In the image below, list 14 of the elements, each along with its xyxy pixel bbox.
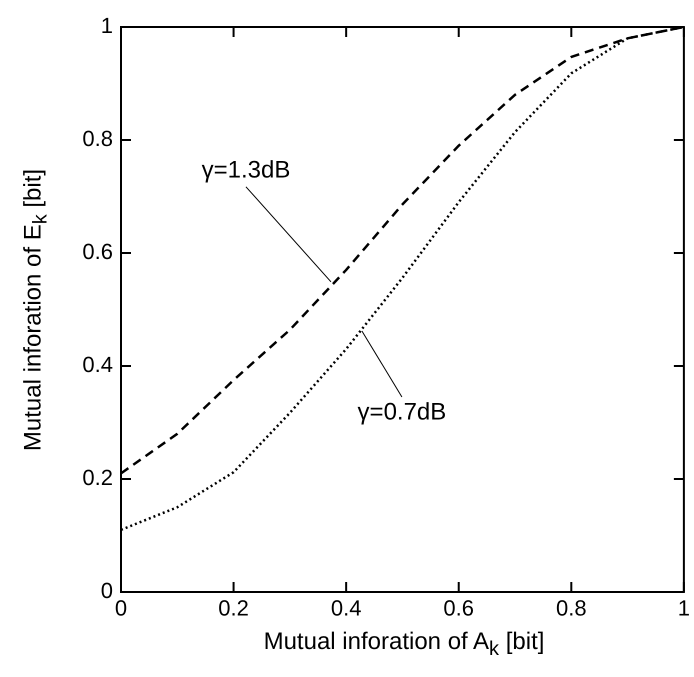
y-tick-label: 0.8 xyxy=(82,126,113,152)
y-tick-label: 0.6 xyxy=(82,239,113,264)
y-tick-label: 1 xyxy=(100,13,113,38)
x-axis-title: Mutual inforation of A$_{k}$ [bit] xyxy=(264,628,544,661)
y-tick-label: 0.2 xyxy=(82,465,113,490)
x-tick-label: 0.4 xyxy=(330,595,362,620)
y-tick-label: 0 xyxy=(100,578,113,604)
x-tick-label: 0.6 xyxy=(443,595,474,620)
x-tick-label: 1 xyxy=(678,595,690,620)
x-tick-label: 0.8 xyxy=(556,595,587,620)
annotation: γ=0.7dB xyxy=(358,398,446,426)
x-tick-label: 0.2 xyxy=(218,595,249,620)
annotation: γ=1.3dB xyxy=(202,156,290,184)
y-tick-label: 0.4 xyxy=(82,352,113,378)
